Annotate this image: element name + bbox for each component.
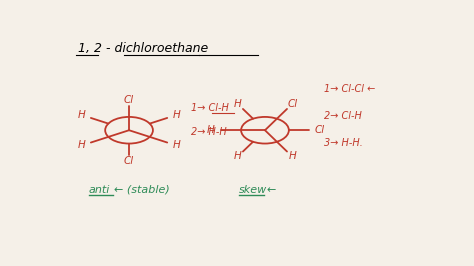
Text: H: H: [207, 125, 214, 135]
Text: Cl: Cl: [124, 95, 134, 105]
Text: anti: anti: [89, 185, 110, 195]
Text: ←: ←: [266, 185, 275, 195]
Text: Cl: Cl: [287, 99, 297, 109]
Text: 1, 2 - dichloroethane: 1, 2 - dichloroethane: [78, 42, 208, 55]
Text: 1→ Cl-Cl ←: 1→ Cl-Cl ←: [324, 84, 375, 94]
Text: Cl: Cl: [124, 156, 134, 165]
Text: H: H: [172, 140, 180, 150]
Text: 3→ H-H.: 3→ H-H.: [324, 138, 363, 148]
Text: H: H: [78, 140, 86, 150]
Text: H: H: [288, 151, 296, 161]
Text: 2→ Cl-H: 2→ Cl-H: [324, 111, 362, 121]
Text: 2→ H-H: 2→ H-H: [191, 127, 227, 137]
Text: H: H: [234, 99, 242, 109]
Text: ← (stable): ← (stable): [114, 185, 169, 195]
Text: H: H: [172, 110, 180, 120]
Text: Cl: Cl: [314, 125, 324, 135]
Text: H: H: [78, 110, 86, 120]
Text: 1→ Cl-H: 1→ Cl-H: [191, 103, 229, 113]
Text: skew: skew: [239, 185, 267, 195]
Text: H: H: [234, 151, 242, 161]
